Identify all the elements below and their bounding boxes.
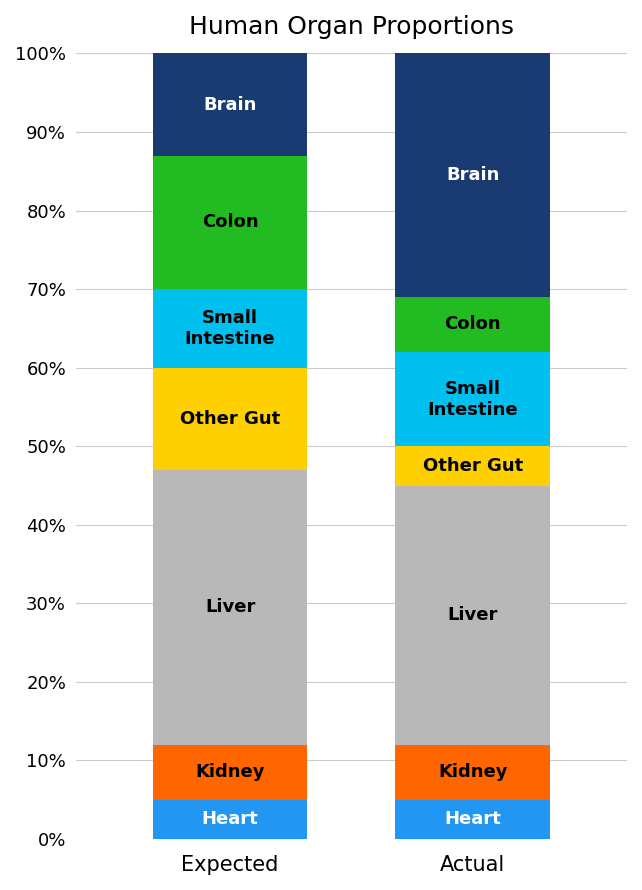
- Text: Small
Intestine: Small Intestine: [428, 380, 518, 418]
- Bar: [153, 470, 308, 745]
- Text: Brain: Brain: [446, 166, 499, 184]
- Text: Colon: Colon: [444, 315, 501, 334]
- Text: Kidney: Kidney: [195, 764, 265, 781]
- Text: Kidney: Kidney: [438, 764, 507, 781]
- Bar: [395, 486, 550, 745]
- Bar: [395, 53, 550, 297]
- Bar: [153, 156, 308, 289]
- Text: Other Gut: Other Gut: [180, 409, 280, 428]
- Text: Heart: Heart: [202, 811, 259, 829]
- Bar: [153, 53, 308, 156]
- Bar: [153, 800, 308, 839]
- Bar: [395, 352, 550, 446]
- Bar: [153, 745, 308, 800]
- Text: Heart: Heart: [444, 811, 501, 829]
- Text: Colon: Colon: [202, 214, 258, 231]
- Title: Human Organ Proportions: Human Organ Proportions: [189, 15, 514, 39]
- Bar: [153, 368, 308, 470]
- Bar: [395, 297, 550, 352]
- Text: Brain: Brain: [204, 95, 257, 114]
- Bar: [395, 745, 550, 800]
- Text: Other Gut: Other Gut: [422, 457, 523, 475]
- Bar: [153, 289, 308, 368]
- Text: Liver: Liver: [205, 598, 256, 616]
- Text: Small
Intestine: Small Intestine: [185, 309, 275, 348]
- Text: Liver: Liver: [447, 606, 498, 624]
- Bar: [395, 800, 550, 839]
- Bar: [395, 446, 550, 486]
